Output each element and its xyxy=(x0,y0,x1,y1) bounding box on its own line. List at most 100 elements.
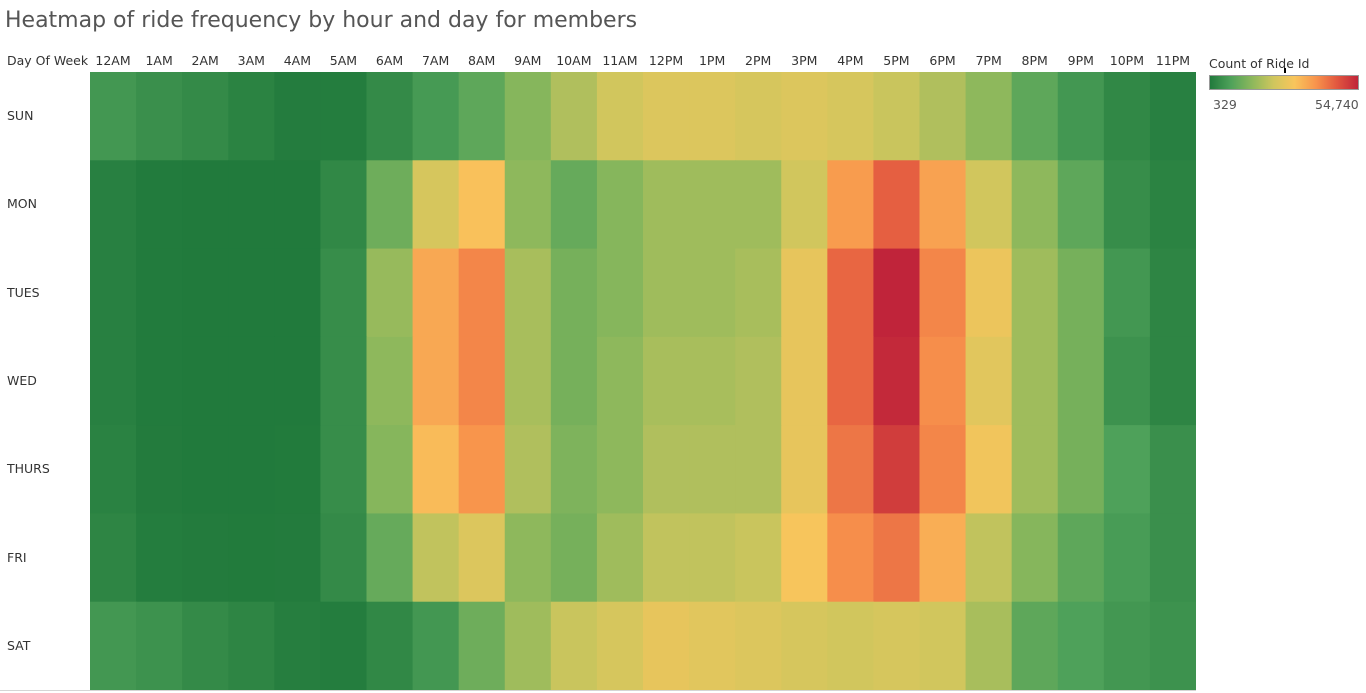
heatmap-cell-sun-11am xyxy=(596,72,644,161)
row-label-sun: SUN xyxy=(7,108,34,124)
heatmap-cell-fri-2pm xyxy=(735,513,782,603)
column-label-2pm: 2PM xyxy=(745,53,772,68)
heatmap-cell-mon-5pm xyxy=(873,160,921,250)
heatmap-cell-fri-5pm xyxy=(873,513,921,603)
heatmap-cell-wed-12am xyxy=(90,336,137,426)
heatmap-cell-sat-6am xyxy=(366,601,414,690)
heatmap-cell-wed-4pm xyxy=(827,336,875,426)
column-label-3pm: 3PM xyxy=(791,53,818,68)
heatmap-cell-thurs-9pm xyxy=(1057,425,1105,515)
heatmap-cell-sat-9am xyxy=(504,601,552,690)
heatmap-cell-sun-10pm xyxy=(1103,72,1151,161)
heatmap-cell-sat-2am xyxy=(182,601,229,690)
heatmap-cell-fri-1am xyxy=(136,513,183,603)
column-label-6am: 6AM xyxy=(375,53,404,68)
heatmap-cell-thurs-9am xyxy=(504,425,552,515)
heatmap-cell-fri-12am xyxy=(90,513,137,603)
heatmap-cell-mon-12pm xyxy=(643,160,690,250)
heatmap-cell-sat-1am xyxy=(136,601,183,690)
heatmap-cell-wed-5pm xyxy=(873,336,921,426)
heatmap-cell-mon-9pm xyxy=(1057,160,1105,250)
heatmap-cell-sat-3am xyxy=(228,601,275,690)
column-label-8am: 8AM xyxy=(468,53,496,68)
heatmap-cell-fri-9pm xyxy=(1057,513,1105,603)
heatmap-cell-mon-7am xyxy=(412,160,460,250)
heatmap-cell-sat-2pm xyxy=(735,601,782,690)
heatmap-cell-thurs-6am xyxy=(366,425,414,515)
heatmap-cell-sat-7am xyxy=(412,601,460,690)
heatmap-cell-sat-9pm xyxy=(1057,601,1105,690)
heatmap-cell-sun-10am xyxy=(550,72,598,161)
heatmap-cell-sun-1pm xyxy=(689,72,736,161)
heatmap-cell-thurs-1am xyxy=(136,425,183,515)
legend-midpoint-mark xyxy=(1284,68,1286,73)
heatmap-cell-tues-10am xyxy=(550,248,598,338)
heatmap-cell-mon-11am xyxy=(596,160,644,250)
heatmap-cell-thurs-6pm xyxy=(919,425,967,515)
heatmap-cell-thurs-11am xyxy=(596,425,644,515)
heatmap-cell-thurs-12pm xyxy=(643,425,690,515)
heatmap-cell-thurs-3am xyxy=(228,425,275,515)
column-label-1am: 1AM xyxy=(145,53,173,68)
column-label-10pm: 10PM xyxy=(1109,53,1144,68)
column-label-8pm: 8PM xyxy=(1021,53,1048,68)
heatmap-cell-wed-8am xyxy=(458,336,506,426)
column-label-7am: 7AM xyxy=(421,53,450,68)
heatmap-cell-thurs-4pm xyxy=(827,425,875,515)
heatmap-cell-fri-7pm xyxy=(965,513,1013,603)
heatmap-cell-tues-8pm xyxy=(1011,248,1059,338)
heatmap-cell-sun-7pm xyxy=(965,72,1013,161)
column-label-11pm: 11PM xyxy=(1155,53,1191,68)
heatmap-cell-tues-6pm xyxy=(919,248,967,338)
heatmap-cell-fri-6am xyxy=(366,513,414,603)
heatmap-cell-fri-6pm xyxy=(919,513,967,603)
heatmap-cell-mon-6am xyxy=(366,160,414,250)
heatmap-cell-wed-7pm xyxy=(965,336,1013,426)
heatmap-cell-sun-9pm xyxy=(1057,72,1105,161)
row-label-tues: TUES xyxy=(7,284,40,300)
heatmap-cell-mon-7pm xyxy=(965,160,1013,250)
heatmap-cell-fri-10am xyxy=(550,513,598,603)
legend-min-label: 329 xyxy=(1213,97,1237,112)
heatmap-cell-fri-12pm xyxy=(643,513,690,603)
heatmap-cell-mon-4am xyxy=(274,160,322,250)
heatmap-cell-sun-6pm xyxy=(919,72,967,161)
heatmap-cell-wed-3am xyxy=(228,336,275,426)
heatmap-cell-fri-3am xyxy=(228,513,275,603)
heatmap-cell-tues-1pm xyxy=(689,248,736,338)
heatmap-cell-tues-2am xyxy=(182,248,229,338)
heatmap-cell-fri-4pm xyxy=(827,513,875,603)
heatmap-cell-mon-8pm xyxy=(1011,160,1059,250)
heatmap-cell-sat-4am xyxy=(274,601,322,690)
chart-title: Heatmap of ride frequency by hour and da… xyxy=(5,8,638,33)
heatmap-cell-sun-7am xyxy=(412,72,460,161)
heatmap-cell-wed-10pm xyxy=(1103,336,1151,426)
heatmap-cell-sat-7pm xyxy=(965,601,1013,690)
heatmap-cell-mon-8am xyxy=(458,160,506,250)
heatmap-cell-wed-2am xyxy=(182,336,229,426)
heatmap-cell-wed-6pm xyxy=(919,336,967,426)
heatmap-cell-fri-1pm xyxy=(689,513,736,603)
heatmap-cell-fri-9am xyxy=(504,513,552,603)
heatmap-cell-thurs-3pm xyxy=(781,425,828,515)
column-label-4am: 4AM xyxy=(283,53,312,68)
heatmap-cell-wed-10am xyxy=(550,336,598,426)
bottom-rule xyxy=(0,690,1196,691)
heatmap-cell-sat-10am xyxy=(550,601,598,690)
row-label-sat: SAT xyxy=(7,637,31,653)
heatmap-cell-fri-7am xyxy=(412,513,460,603)
heatmap-cell-sat-1pm xyxy=(689,601,736,690)
heatmap-cell-wed-11pm xyxy=(1149,336,1196,426)
heatmap-cell-sun-3pm xyxy=(781,72,828,161)
heatmap-cell-tues-2pm xyxy=(735,248,782,338)
column-label-5pm: 5PM xyxy=(883,53,910,68)
heatmap-cell-thurs-10am xyxy=(550,425,598,515)
heatmap-cell-thurs-8am xyxy=(458,425,506,515)
heatmap-cell-thurs-10pm xyxy=(1103,425,1151,515)
heatmap-cell-thurs-1pm xyxy=(689,425,736,515)
heatmap-cell-wed-1pm xyxy=(689,336,736,426)
legend-gradient-bar xyxy=(1209,75,1359,90)
heatmap-cell-sat-8pm xyxy=(1011,601,1059,690)
row-label-fri: FRI xyxy=(7,549,27,565)
heatmap-cell-wed-5am xyxy=(320,336,368,426)
